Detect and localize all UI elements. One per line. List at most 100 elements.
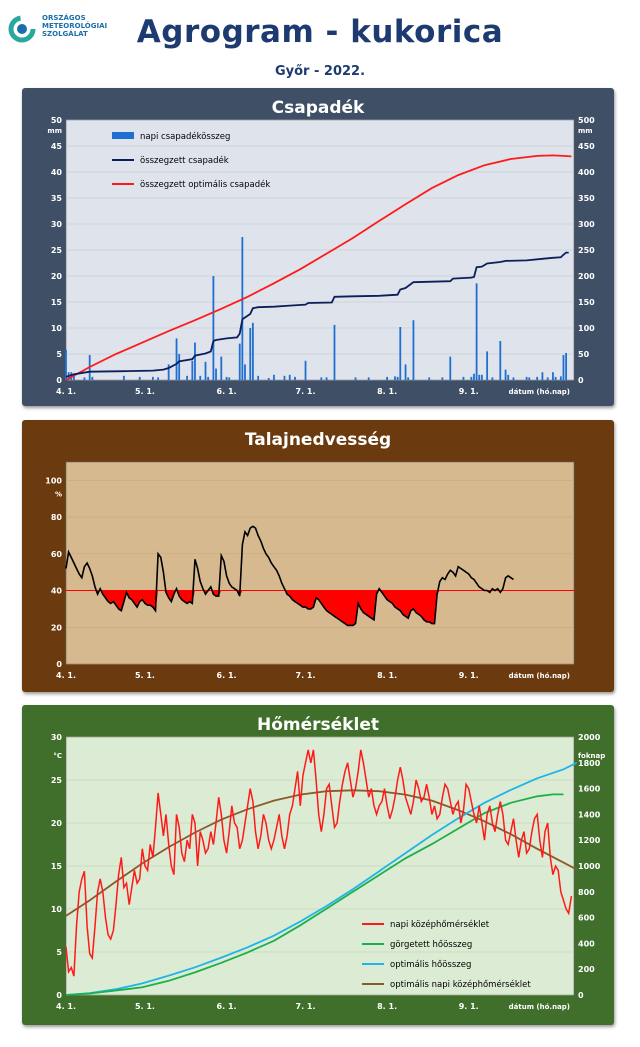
precip-bar — [478, 374, 481, 380]
precip-bar — [288, 374, 291, 380]
x-tick-label: 5. 1. — [135, 387, 155, 396]
x-tick-label: 9. 1. — [459, 1002, 479, 1011]
x-tick-label: 5. 1. — [135, 1002, 155, 1011]
precip-bar — [552, 372, 554, 380]
y-tick-right: 1200 — [578, 836, 601, 845]
precip-bar — [480, 374, 483, 380]
precip-bar — [204, 361, 207, 380]
precip-bar — [215, 368, 217, 380]
precip-bar — [528, 377, 531, 380]
y-tick-right: 450 — [578, 142, 595, 151]
precip-bar — [91, 376, 94, 380]
y-tick-left: 10 — [51, 324, 63, 333]
y-tick-left: 60 — [51, 550, 63, 559]
precip-bar — [304, 360, 307, 380]
y-tick-right: 0 — [578, 991, 584, 1000]
precip-bar — [354, 377, 357, 380]
y-tick-right: 150 — [578, 298, 595, 307]
precip-bar — [220, 356, 223, 380]
precip-bar — [441, 377, 444, 380]
x-tick-label: 7. 1. — [296, 1002, 316, 1011]
x-axis-label: dátum (hó.nap) — [509, 672, 570, 680]
y-tick-left: 20 — [51, 819, 63, 828]
soil-moisture-line — [65, 525, 514, 627]
y-tick-left: 5 — [56, 948, 62, 957]
y-tick-left: 0 — [56, 991, 62, 1000]
y-tick-left: 100 — [45, 476, 62, 485]
precip-bar — [320, 377, 323, 380]
panel-title: Csapadék — [272, 98, 365, 118]
legend-label: optimális hőösszeg — [390, 960, 471, 970]
y-unit-right: foknap — [578, 752, 605, 760]
precip-bar — [241, 237, 244, 380]
y-tick-right: 100 — [578, 324, 595, 333]
y-tick-left: 15 — [51, 298, 63, 307]
x-tick-label: 7. 1. — [296, 387, 316, 396]
precip-bar — [562, 355, 565, 380]
precip-bar — [138, 376, 141, 380]
precip-bar — [546, 377, 549, 380]
precip-bar — [386, 376, 389, 380]
y-tick-right: 400 — [578, 168, 595, 177]
y-tick-left: 45 — [51, 142, 63, 151]
precip-bar — [396, 376, 399, 380]
gdd-line — [65, 793, 564, 996]
logo-line-1: ORSZÁGOS — [42, 14, 86, 22]
precip-bar — [225, 376, 228, 380]
x-axis-label: dátum (hó.nap) — [509, 388, 570, 396]
precip-bar — [554, 376, 557, 380]
y-tick-right: 400 — [578, 939, 595, 948]
precip-bar — [325, 377, 328, 380]
precip-bar — [536, 376, 539, 380]
y-tick-left: 35 — [51, 194, 63, 203]
precip-bar — [367, 377, 370, 380]
y-tick-left: 25 — [51, 246, 63, 255]
y-tick-left: 0 — [56, 660, 62, 669]
cumulative-precip-line — [65, 251, 569, 378]
precip-bar — [83, 377, 86, 380]
logo-line-3: SZOLGÁLAT — [42, 30, 88, 38]
x-tick-label: 6. 1. — [217, 1002, 237, 1011]
precip-bar — [123, 375, 125, 380]
precip-bar — [412, 320, 415, 380]
y-tick-left: 5 — [56, 350, 62, 359]
y-tick-left: 20 — [51, 623, 63, 632]
precip-bar — [486, 351, 489, 380]
precip-bar — [499, 341, 502, 380]
y-tick-right: 1600 — [578, 785, 601, 794]
y-tick-right: 600 — [578, 914, 595, 923]
precip-bar — [194, 342, 196, 380]
precip-bar — [267, 377, 270, 380]
precip-bar — [491, 377, 494, 380]
optimal-precip-line — [65, 154, 572, 381]
precip-bar — [565, 352, 568, 380]
precip-bar — [473, 373, 475, 380]
precip-bar — [191, 360, 194, 380]
y-tick-right: 1400 — [578, 810, 601, 819]
y-unit-right: mm — [578, 127, 593, 135]
omsz-logo-icon — [8, 15, 36, 43]
precip-bar — [257, 375, 260, 380]
precip-bar — [294, 376, 296, 380]
precipitation-panel: Csapadék 0 5 10 15 20 25 30 35 40 45 50 0 50 100 150 200… — [22, 88, 614, 406]
y-tick-left: 25 — [51, 776, 63, 785]
x-tick-label: 9. 1. — [459, 671, 479, 680]
precip-bar — [249, 328, 252, 380]
precip-bar — [167, 364, 170, 380]
y-tick-left: 40 — [51, 168, 63, 177]
x-tick-label: 8. 1. — [377, 1002, 397, 1011]
precip-bar — [199, 375, 202, 380]
legend-label: optimális napi középhőmérséklet — [390, 979, 531, 990]
precip-bar — [207, 376, 210, 380]
precip-bar — [525, 376, 528, 380]
logo-text: ORSZÁGOS METEOROLÓGIAI SZOLGÁLAT — [42, 14, 107, 38]
y-tick-left: 40 — [51, 587, 63, 596]
panel-title: Hőmérséklet — [257, 715, 379, 735]
precip-bar — [507, 374, 510, 380]
precip-bar — [399, 326, 402, 380]
y-tick-left: 20 — [51, 272, 63, 281]
precip-bar — [251, 322, 254, 380]
precip-bar — [559, 376, 562, 380]
temperature-panel: Hőmérséklet 0 5 10 15 20 25 30 0 200 400 600 800 1000… — [22, 705, 614, 1025]
x-tick-label: 6. 1. — [217, 671, 237, 680]
